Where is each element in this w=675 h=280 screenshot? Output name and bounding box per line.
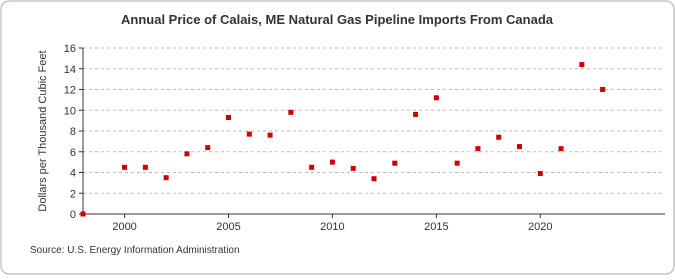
point (329, 159, 335, 165)
point (142, 164, 148, 170)
x-tick-label: 2010 (320, 221, 344, 233)
point (600, 87, 606, 92)
y-tick-label: 4 (70, 168, 76, 180)
point (80, 211, 86, 217)
point (475, 146, 481, 152)
point (371, 176, 377, 182)
y-tick-label: 2 (70, 188, 76, 200)
point (433, 95, 439, 101)
y-tick-label: 0 (70, 209, 76, 221)
point (163, 175, 169, 181)
chart-title: Annual Price of Calais, ME Natural Gas P… (121, 12, 554, 27)
point (413, 111, 419, 117)
x-tick-label: 2000 (112, 221, 136, 233)
y-tick-label: 10 (64, 105, 76, 117)
point (496, 134, 502, 140)
point (537, 171, 543, 177)
point (558, 146, 564, 152)
point (246, 131, 252, 137)
source: Source: U.S. Energy Information Administ… (30, 245, 240, 256)
y-tick-label: 16 (64, 43, 76, 55)
point (392, 160, 398, 166)
y-axis-label: Dollars per Thousand Cubic Feet (37, 50, 49, 211)
point (309, 164, 315, 170)
point (205, 145, 211, 151)
y-tick-label: 12 (64, 85, 76, 97)
x-tick-label: 2015 (424, 221, 448, 233)
point (122, 164, 128, 170)
point (226, 115, 231, 121)
point (517, 144, 522, 150)
point (579, 62, 585, 68)
x-tick-label: 2020 (528, 221, 552, 233)
point (267, 132, 273, 138)
point (288, 109, 294, 115)
point (454, 160, 460, 166)
y-tick-label: 6 (70, 147, 76, 159)
point (350, 165, 356, 171)
y-tick-label: 8 (70, 126, 76, 138)
y-tick-label: 14 (64, 64, 76, 76)
point (184, 151, 190, 157)
x-tick-label: 2005 (216, 221, 240, 233)
